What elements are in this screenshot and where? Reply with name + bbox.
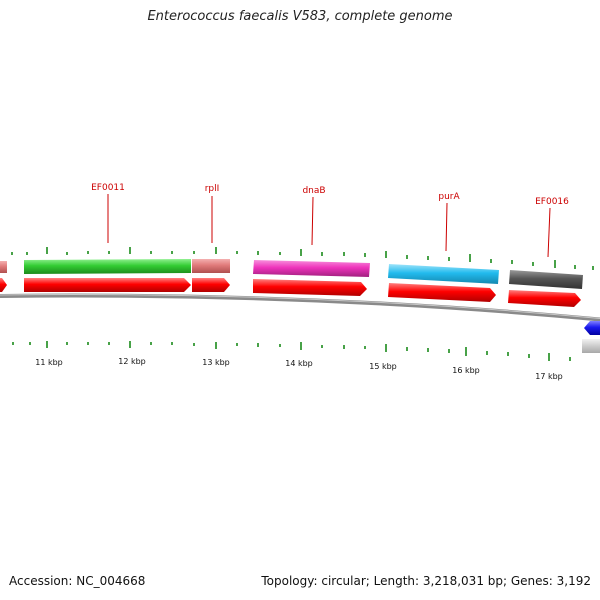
kbp-label-16: 16 kbp (452, 366, 480, 375)
summary-text: Topology: circular; Length: 3,218,031 bp… (261, 574, 591, 588)
leader-line-EF0016 (547, 207, 551, 258)
leader-line-dnaB (311, 196, 314, 246)
gene-bar-partial-right-gray[interactable] (582, 339, 600, 353)
feature-track (0, 259, 583, 289)
kbp-label-15: 15 kbp (369, 362, 397, 371)
cds-arrow-partial-right-blue[interactable] (584, 321, 600, 335)
leader-line-purA (445, 202, 448, 252)
cds-arrow-dnaB[interactable] (253, 279, 367, 296)
kbp-label-11: 11 kbp (35, 358, 63, 367)
gene-bar-EF0016[interactable] (509, 270, 583, 289)
cds-arrow-purA[interactable] (388, 283, 496, 302)
gene-bar-partial-left[interactable] (0, 261, 7, 273)
kbp-label-14: 14 kbp (285, 359, 313, 368)
cds-arrow-EF0011[interactable] (24, 278, 191, 292)
gene-label-dnaB[interactable]: dnaB (302, 186, 325, 196)
kbp-label-12: 12 kbp (118, 357, 146, 366)
gene-labels: EF0011 rplI dnaB purA EF0016 (91, 183, 569, 258)
upper-tick-row (11, 247, 594, 270)
gene-label-purA[interactable]: purA (438, 192, 460, 202)
map-title: Enterococcus faecalis V583, complete gen… (147, 9, 453, 24)
gene-bar-dnaB[interactable] (253, 260, 370, 277)
genome-backbone (0, 293, 600, 322)
cds-arrow-partial-left[interactable] (0, 278, 7, 292)
cds-arrow-rplI[interactable] (192, 278, 230, 292)
gene-bar-purA[interactable] (388, 264, 499, 284)
gene-bar-rplI[interactable] (192, 259, 230, 273)
kbp-label-17: 17 kbp (535, 372, 563, 381)
kbp-label-13: 13 kbp (202, 358, 230, 367)
gene-label-rplI[interactable]: rplI (205, 184, 220, 194)
gene-bar-EF0011[interactable] (24, 259, 191, 274)
gene-label-EF0011[interactable]: EF0011 (91, 183, 125, 193)
gene-label-EF0016[interactable]: EF0016 (535, 197, 569, 207)
lower-tick-row (12, 341, 571, 361)
cds-arrow-EF0016[interactable] (508, 290, 581, 307)
genome-backbone-highlight (0, 294, 600, 320)
kbp-labels: 11 kbp 12 kbp 13 kbp 14 kbp 15 kbp 16 kb… (35, 357, 563, 381)
accession-text: Accession: NC_004668 (9, 574, 146, 588)
cds-track (0, 278, 581, 307)
